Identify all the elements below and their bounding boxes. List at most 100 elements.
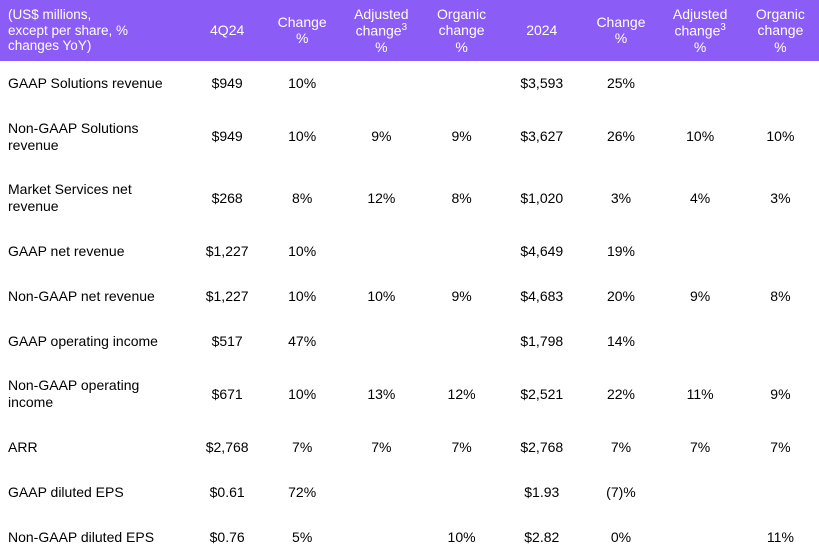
table-row: ARR$2,7687%7%7%$2,7687%7%7% [0, 425, 819, 470]
cell-q4_24: $268 [190, 167, 265, 229]
cell-q4_org_change: 12% [423, 363, 500, 425]
cell-fy_change: 22% [583, 363, 658, 425]
cell-fy_org_change [742, 61, 819, 106]
cell-fy_adj_change: 7% [658, 425, 741, 470]
cell-q4_change: 8% [265, 167, 340, 229]
cell-q4_org_change: 10% [423, 515, 500, 559]
cell-fy_change: 20% [583, 274, 658, 319]
metric-label: GAAP diluted EPS [0, 470, 190, 515]
cell-fy_2024: $1,798 [500, 319, 583, 364]
cell-q4_change: 10% [265, 274, 340, 319]
cell-fy_change: 0% [583, 515, 658, 559]
cell-fy_change: 19% [583, 229, 658, 274]
cell-fy_org_change [742, 319, 819, 364]
cell-q4_org_change: 9% [423, 274, 500, 319]
cell-fy_org_change: 8% [742, 274, 819, 319]
cell-q4_org_change: 9% [423, 106, 500, 168]
cell-q4_org_change [423, 470, 500, 515]
cell-q4_adj_change [340, 470, 423, 515]
table-header: (US$ millions,except per share, %changes… [0, 0, 819, 61]
cell-q4_change: 10% [265, 229, 340, 274]
column-header-q4_org_change: Organicchange% [423, 0, 500, 61]
metric-label: Market Services net revenue [0, 167, 190, 229]
cell-q4_adj_change: 10% [340, 274, 423, 319]
metric-label: Non-GAAP operating income [0, 363, 190, 425]
cell-q4_adj_change [340, 515, 423, 559]
cell-q4_org_change [423, 61, 500, 106]
cell-q4_adj_change: 12% [340, 167, 423, 229]
cell-fy_adj_change [658, 515, 741, 559]
column-header-q4_change: Change% [265, 0, 340, 61]
metric-label: Non-GAAP Solutions revenue [0, 106, 190, 168]
column-header-fy_2024: 2024 [500, 0, 583, 61]
table-row: GAAP Solutions revenue$94910%$3,59325% [0, 61, 819, 106]
metric-label: ARR [0, 425, 190, 470]
column-header-fy_adj_change: Adjustedchange3% [658, 0, 741, 61]
table-row: Non-GAAP diluted EPS$0.765% 10%$2.820% 11% [0, 515, 819, 559]
cell-fy_2024: $3,593 [500, 61, 583, 106]
cell-fy_org_change: 3% [742, 167, 819, 229]
cell-q4_24: $0.76 [190, 515, 265, 559]
cell-q4_org_change [423, 229, 500, 274]
cell-q4_change: 7% [265, 425, 340, 470]
column-header-fy_org_change: Organicchange% [742, 0, 819, 61]
table-row: Non-GAAP Solutions revenue$94910%9%9%$3,… [0, 106, 819, 168]
cell-fy_adj_change [658, 470, 741, 515]
cell-fy_2024: $2,521 [500, 363, 583, 425]
cell-q4_org_change: 8% [423, 167, 500, 229]
cell-fy_change: 7% [583, 425, 658, 470]
table-header-row: (US$ millions,except per share, %changes… [0, 0, 819, 61]
cell-fy_2024: $2.82 [500, 515, 583, 559]
cell-q4_24: $671 [190, 363, 265, 425]
cell-fy_change: 26% [583, 106, 658, 168]
cell-fy_2024: $1.93 [500, 470, 583, 515]
cell-fy_2024: $2,768 [500, 425, 583, 470]
cell-q4_change: 47% [265, 319, 340, 364]
cell-fy_org_change [742, 229, 819, 274]
cell-q4_adj_change: 9% [340, 106, 423, 168]
cell-fy_2024: $3,627 [500, 106, 583, 168]
cell-fy_adj_change: 9% [658, 274, 741, 319]
cell-q4_24: $1,227 [190, 229, 265, 274]
column-header-q4_adj_change: Adjustedchange3% [340, 0, 423, 61]
cell-fy_2024: $4,683 [500, 274, 583, 319]
cell-fy_2024: $4,649 [500, 229, 583, 274]
metric-label: Non-GAAP net revenue [0, 274, 190, 319]
cell-fy_adj_change: 10% [658, 106, 741, 168]
cell-fy_org_change [742, 470, 819, 515]
metric-label: GAAP operating income [0, 319, 190, 364]
cell-fy_adj_change [658, 61, 741, 106]
column-header-metric: (US$ millions,except per share, %changes… [0, 0, 190, 61]
cell-q4_24: $949 [190, 106, 265, 168]
cell-fy_adj_change: 11% [658, 363, 741, 425]
cell-q4_change: 72% [265, 470, 340, 515]
table-row: Market Services net revenue$2688%12%8%$1… [0, 167, 819, 229]
cell-q4_org_change: 7% [423, 425, 500, 470]
table-row: GAAP net revenue$1,22710% $4,64919% [0, 229, 819, 274]
table-row: GAAP operating income$51747%$1,79814% [0, 319, 819, 364]
cell-q4_24: $949 [190, 61, 265, 106]
cell-fy_2024: $1,020 [500, 167, 583, 229]
cell-q4_adj_change: 7% [340, 425, 423, 470]
table-body: GAAP Solutions revenue$94910%$3,59325%No… [0, 61, 819, 559]
cell-fy_org_change: 7% [742, 425, 819, 470]
cell-q4_adj_change [340, 61, 423, 106]
cell-q4_change: 5% [265, 515, 340, 559]
cell-q4_24: $2,768 [190, 425, 265, 470]
cell-q4_adj_change [340, 229, 423, 274]
cell-fy_org_change: 11% [742, 515, 819, 559]
cell-q4_org_change [423, 319, 500, 364]
cell-q4_change: 10% [265, 106, 340, 168]
cell-fy_change: 25% [583, 61, 658, 106]
metric-label: Non-GAAP diluted EPS [0, 515, 190, 559]
financial-results-table: (US$ millions,except per share, %changes… [0, 0, 819, 559]
cell-q4_24: $1,227 [190, 274, 265, 319]
metric-label: GAAP net revenue [0, 229, 190, 274]
table-row: Non-GAAP operating income$67110%13%12%$2… [0, 363, 819, 425]
column-header-q4_24: 4Q24 [190, 0, 265, 61]
cell-q4_24: $0.61 [190, 470, 265, 515]
cell-q4_24: $517 [190, 319, 265, 364]
cell-fy_change: 3% [583, 167, 658, 229]
cell-fy_change: (7)% [583, 470, 658, 515]
cell-q4_adj_change: 13% [340, 363, 423, 425]
